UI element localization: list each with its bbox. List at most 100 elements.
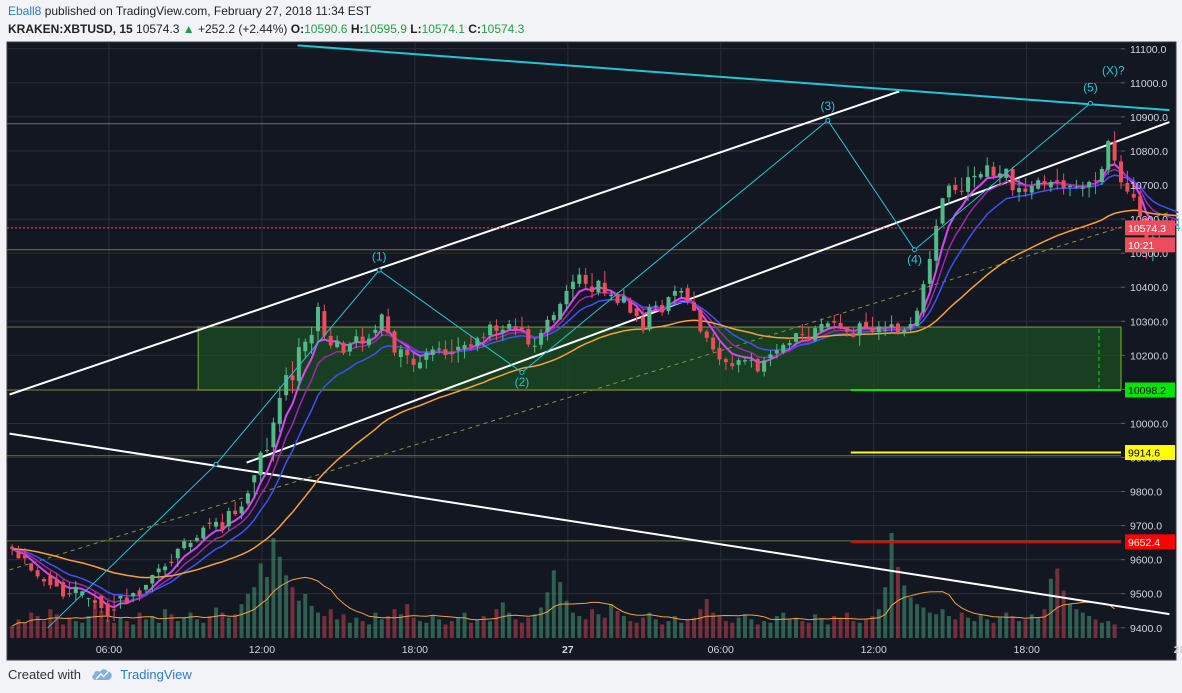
candle-body [723,359,728,363]
volume-bar [1112,624,1117,638]
candle-body [844,327,849,332]
volume-bar [347,622,352,638]
candle [711,333,716,353]
x-tick-label: 28 [1174,644,1182,656]
volume-bar [175,621,180,638]
candle-body [468,344,473,347]
y-tick-label: 9800.0 [1130,487,1162,499]
wave-label: (X)? [1102,63,1125,77]
candle [672,285,677,306]
candle-body [889,324,894,328]
candle-body [698,310,703,332]
candle [430,346,435,362]
volume-bar [252,587,257,638]
volume-bar [825,624,830,638]
candle-body [150,574,155,584]
price-axis-label-box [1125,237,1175,253]
candle [201,525,206,540]
volume-bar [1080,612,1085,638]
candle-body [16,550,21,559]
volume-bar [118,617,123,638]
candle [316,302,321,340]
candle-body [366,338,371,345]
x-tick-label: 06:00 [708,644,734,656]
price-change: +252.2 (+2.44%) [198,22,288,36]
candle-body [214,521,219,527]
volume-bar [806,622,811,638]
candle [150,574,155,593]
volume-bar [844,612,849,638]
candle [366,333,371,348]
candle [143,584,148,594]
volume-bar [417,621,422,638]
volume-bar [800,621,805,638]
candle [112,595,117,621]
volume-bar [233,614,238,638]
candle-body [112,609,117,611]
x-tick-label: 27 [562,644,574,656]
candle [207,518,212,530]
candle [704,329,709,343]
candle-body [475,338,480,347]
tradingview-link[interactable]: TradingView [120,667,192,682]
volume-bar [54,614,59,638]
candle-body [927,258,932,284]
volume-bar [819,619,824,638]
candle-body [762,360,767,372]
volume-bar [379,619,384,638]
wave-point [825,117,831,123]
candle [570,274,575,302]
candle-body [354,336,359,343]
volume-bar [685,619,690,638]
volume-bar [322,615,327,638]
moving-average-ema-40 [12,209,1179,579]
volume-bar [424,622,429,638]
candle-body [513,326,518,330]
candle-body [392,331,397,353]
candle [163,563,168,577]
candle [449,339,454,363]
candle-body [233,510,238,515]
candle-body [80,591,85,596]
candle-body [1119,161,1123,183]
candle [997,165,1002,186]
candle-body [462,345,467,349]
candle [793,332,798,345]
candle-body [163,566,168,571]
candle-body [934,225,939,261]
volume-bar [959,612,964,638]
candle [602,270,607,297]
candle [787,340,792,350]
candle-body [730,363,735,367]
candle [647,303,652,332]
volume-bar [500,602,505,638]
wave-label: (3) [821,99,836,113]
candle [475,336,480,352]
volume-bar [112,622,117,638]
volume-bar [736,617,741,638]
candle [539,329,544,349]
candle [468,335,473,351]
candle [583,268,588,290]
candle [755,357,760,373]
candle [16,545,21,559]
author-name[interactable]: Eball8 [8,4,42,18]
volume-bar [245,593,250,638]
candle-body [417,362,422,369]
candle [634,308,639,322]
candle [1017,178,1022,202]
candle [1029,181,1034,200]
x-tick-label: 06:00 [96,644,122,656]
candle [48,570,53,589]
volume-bar [1010,615,1015,638]
candle-body [1080,187,1085,189]
volume-bar [564,600,569,638]
volume-bar [194,619,199,638]
candle-body [1029,186,1034,193]
candle-body [781,344,786,353]
candle [774,344,779,359]
candle-body [379,314,384,330]
candle-body [978,174,983,178]
volume-bar [666,621,671,638]
